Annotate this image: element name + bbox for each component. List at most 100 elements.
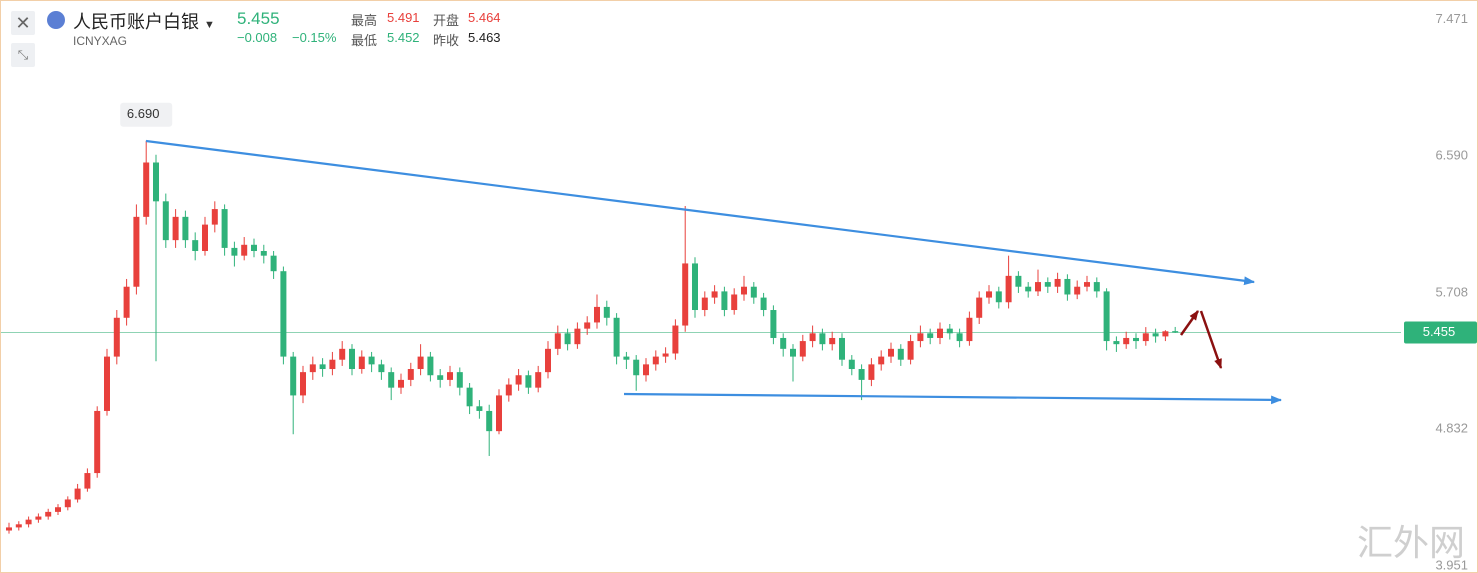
candle-body [241, 244, 248, 256]
candle-body [966, 317, 973, 342]
expand-button[interactable]: ⤡ [11, 43, 35, 67]
candle-body [300, 372, 306, 396]
symbol-title[interactable]: 人民币账户白银 ▼ [73, 8, 215, 34]
dropdown-caret[interactable]: ▼ [204, 19, 215, 31]
candle-body [584, 322, 591, 329]
candle-body [505, 384, 512, 396]
candle-body [378, 364, 385, 373]
candle-body [829, 337, 836, 345]
change-pct: −0.15% [292, 30, 337, 45]
candle-body [417, 356, 424, 370]
candle-body [554, 333, 561, 349]
candle-body [123, 286, 130, 318]
candle-body [74, 488, 81, 500]
candle-body [672, 325, 679, 354]
stat-value: 5.491 [387, 10, 420, 25]
candle-body [868, 364, 875, 380]
stat-value: 5.463 [468, 30, 501, 45]
candle-body [917, 333, 924, 342]
candle-body [280, 271, 287, 357]
candle-body [260, 251, 267, 256]
candle-body [309, 364, 316, 373]
candle-body [329, 359, 336, 370]
candle-body [368, 356, 375, 365]
candle-body [594, 306, 600, 323]
stat-value: 5.452 [387, 30, 420, 45]
candle-body [545, 348, 551, 373]
trend-line-upper [145, 139, 1256, 286]
candle-body [1035, 282, 1041, 292]
candle-body [55, 507, 61, 512]
candle-body [515, 375, 522, 385]
watermark: 汇外网 [1357, 523, 1465, 564]
candle-body [1044, 282, 1051, 287]
candle-body [780, 337, 787, 349]
candle-body [133, 216, 140, 287]
candle-body [711, 291, 718, 298]
close-button[interactable]: ✕ [11, 11, 35, 35]
stat-label: 昨收 [433, 33, 460, 48]
candle-body [1005, 275, 1012, 303]
stat-label: 开盘 [433, 13, 460, 28]
candle-body [1152, 333, 1159, 337]
candle-body [202, 224, 208, 252]
candle-body [682, 263, 689, 326]
y-tick-label: 6.590 [1435, 148, 1468, 163]
candle-body [456, 372, 463, 388]
candle-body [848, 359, 855, 370]
candle-body [45, 511, 52, 517]
candle-body [1064, 278, 1071, 295]
candle-body [564, 333, 571, 345]
change: −0.008 [237, 30, 278, 45]
candle-body [270, 255, 277, 272]
candle-body [643, 364, 649, 376]
candle-body [113, 317, 120, 357]
candle-body [398, 379, 404, 388]
candle-body [1113, 341, 1120, 345]
candle-body [1103, 291, 1110, 342]
candle-body [1162, 331, 1169, 337]
stat-label: 最低 [351, 33, 378, 48]
candle-body [496, 395, 502, 432]
candle-body [162, 201, 169, 241]
arrow-up [1179, 310, 1200, 336]
candle-body [143, 162, 150, 217]
price-tag: 5.455 [1423, 324, 1456, 339]
candle-body [535, 372, 542, 388]
candle-body [721, 291, 728, 311]
candle-body [603, 306, 610, 318]
peak-label-box [120, 102, 173, 127]
candle-body [770, 310, 777, 338]
candle-body [1123, 337, 1130, 345]
candle-body [995, 291, 1002, 303]
candle-body [888, 348, 894, 357]
candle-body [731, 294, 738, 311]
peak-label: 6.690 [127, 106, 160, 121]
candle-body [339, 348, 346, 360]
candle-body [221, 209, 228, 248]
candle-body [172, 216, 179, 241]
candle-body [104, 356, 110, 411]
candle-body [692, 263, 698, 311]
candle-body [1084, 282, 1090, 287]
candle-body [799, 341, 806, 357]
candle-body [251, 244, 257, 252]
plot-area: 7.471 6.590 5.708 4.832 3.951 6.690 5.455 [1, 11, 1477, 572]
candle-body [1025, 286, 1032, 292]
candle-body [1054, 278, 1061, 287]
symbol-icon [47, 11, 65, 29]
candle-body [211, 209, 218, 225]
candle-body [1172, 331, 1179, 333]
candle-body [858, 369, 865, 380]
candle-body [897, 348, 904, 360]
candle-body [427, 356, 434, 376]
candle-body [956, 333, 963, 342]
candle-body [525, 375, 532, 388]
candle-body [574, 328, 581, 345]
price-tag-box [1404, 321, 1477, 344]
y-tick-label: 5.708 [1435, 285, 1468, 300]
candle-body [790, 348, 796, 357]
candle-body [358, 356, 365, 370]
arrow-down [1199, 310, 1223, 369]
candle-body [64, 499, 71, 508]
